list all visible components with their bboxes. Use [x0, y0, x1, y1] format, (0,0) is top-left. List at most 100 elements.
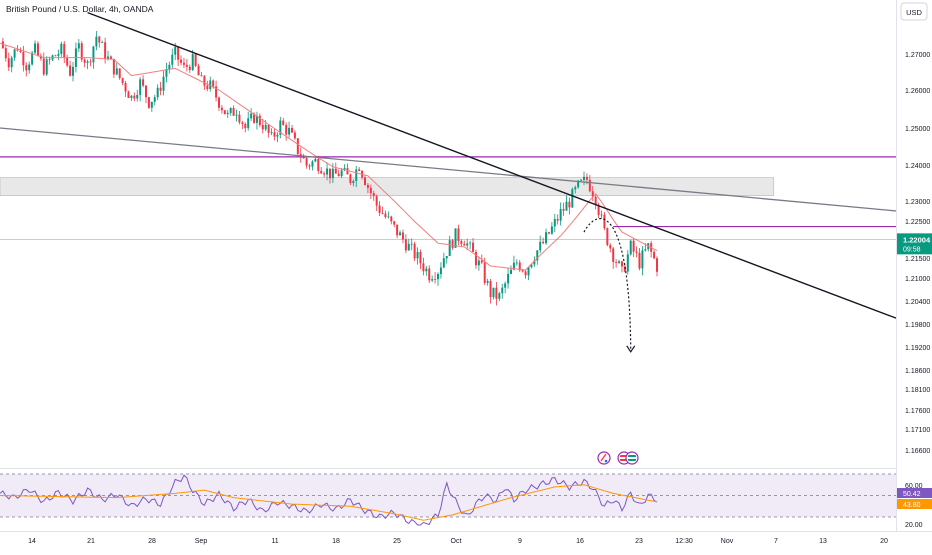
time-tick-label: 28 — [148, 538, 156, 545]
candle — [612, 246, 615, 269]
trendline-upper[interactable] — [87, 11, 897, 319]
candle — [92, 45, 95, 69]
candle — [285, 122, 288, 141]
time-tick-label: 25 — [393, 538, 401, 545]
candle — [317, 155, 320, 174]
time-tick-label: Sep — [195, 538, 208, 545]
rsi-tick-label: 20.00 — [905, 522, 923, 529]
candle — [229, 107, 232, 116]
price-tick-label: 1.18600 — [905, 368, 930, 375]
candle — [171, 48, 174, 69]
candle — [305, 157, 308, 169]
candle — [512, 255, 515, 271]
candle — [282, 117, 285, 126]
candle — [504, 281, 507, 294]
candle — [238, 110, 241, 125]
candle — [530, 263, 533, 269]
candle — [130, 95, 133, 101]
candle — [477, 256, 480, 271]
time-tick-label: 12:30 — [675, 538, 693, 545]
price-tick-label: 1.26000 — [905, 88, 930, 95]
candle — [127, 90, 130, 99]
candle — [80, 41, 83, 62]
candle — [270, 128, 273, 136]
candle — [185, 59, 188, 72]
candle — [653, 249, 656, 260]
candle — [150, 101, 153, 112]
time-tick-label: 11 — [271, 538, 278, 545]
candle — [372, 190, 375, 201]
candle — [66, 54, 69, 68]
time-axis[interactable]: 14 21 28 Sep 11 18 25 Oct 9 16 23 12:30 Nov 7 13 20 — [28, 538, 888, 545]
candle — [22, 45, 25, 72]
current-price-badge: 1.22004 09:58 — [897, 233, 932, 255]
candle — [501, 283, 504, 299]
candle — [594, 195, 597, 210]
candle — [378, 201, 381, 217]
price-tick-label: 1.19800 — [905, 322, 930, 329]
candle — [118, 68, 121, 80]
event-marker-flag[interactable] — [597, 451, 611, 465]
candle — [10, 55, 13, 73]
candle — [261, 118, 264, 134]
candle — [323, 171, 326, 178]
event-marker-flag-3[interactable] — [625, 451, 639, 465]
support-zone[interactable] — [0, 177, 775, 196]
candle — [159, 81, 162, 96]
candle — [340, 167, 343, 179]
candle — [34, 40, 37, 55]
rsi-ma-badge: 43.80 — [897, 499, 932, 509]
candle — [547, 231, 550, 235]
candle — [124, 81, 127, 97]
price-axis[interactable]: 1.27000 1.26000 1.25000 1.24000 1.23000 1.225… — [897, 52, 932, 529]
projection-path[interactable] — [583, 218, 632, 351]
candle — [293, 130, 296, 140]
trendline-lower[interactable] — [0, 127, 897, 212]
candle — [437, 272, 439, 286]
candle — [466, 238, 469, 251]
rsi-ma-label: 43.80 — [903, 502, 921, 509]
candle — [358, 167, 361, 172]
candle — [147, 96, 150, 110]
candle — [101, 40, 104, 44]
candle — [115, 62, 118, 76]
currency-label: USD — [906, 8, 922, 17]
candle — [63, 41, 66, 64]
rsi-ma-line — [0, 484, 658, 521]
candle — [366, 182, 369, 194]
candle — [273, 128, 276, 141]
candle — [492, 287, 495, 300]
candle — [489, 278, 492, 304]
rsi-line — [0, 474, 658, 526]
candle — [399, 230, 402, 236]
candle — [255, 111, 258, 130]
candle — [136, 89, 139, 102]
candle — [498, 291, 501, 302]
candle — [562, 202, 565, 216]
candle — [656, 256, 658, 277]
candle — [384, 210, 387, 219]
time-tick-label: 13 — [819, 538, 827, 545]
candle — [7, 52, 10, 72]
candle — [45, 56, 48, 76]
candle — [542, 237, 545, 245]
currency-button[interactable]: USD — [900, 2, 928, 21]
candle — [311, 160, 314, 171]
price-tick-label: 1.21000 — [905, 276, 930, 283]
candle — [434, 272, 437, 284]
candle — [439, 262, 442, 279]
price-tick-label: 1.17100 — [905, 427, 930, 434]
time-tick-label: 16 — [576, 538, 584, 545]
candle — [632, 237, 635, 258]
candle — [83, 57, 86, 68]
candle — [495, 281, 498, 306]
rsi-pane[interactable] — [0, 473, 896, 526]
candle — [390, 215, 393, 225]
candle — [1, 37, 4, 49]
time-tick-label: Nov — [721, 538, 734, 545]
candle — [474, 249, 477, 269]
candle — [168, 61, 171, 74]
candle — [320, 166, 323, 174]
candle — [410, 238, 413, 251]
